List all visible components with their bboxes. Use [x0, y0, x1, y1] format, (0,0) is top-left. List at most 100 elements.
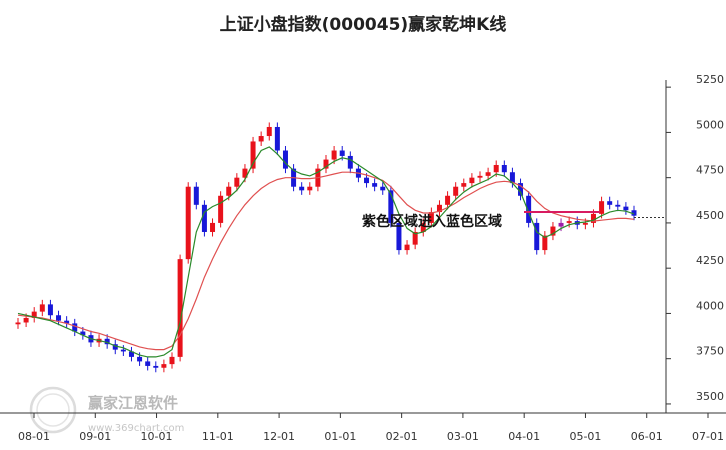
annotation: 紫色区域进入蓝色区域	[362, 211, 666, 230]
candle-body	[112, 344, 118, 350]
candle-body	[80, 331, 86, 336]
candle-body	[445, 195, 451, 205]
candle-body	[412, 231, 418, 245]
candle-body	[218, 195, 224, 223]
candle-body	[161, 364, 167, 368]
x-tick-label: 03-01	[447, 430, 479, 443]
green-line	[17, 146, 635, 358]
candle-body	[258, 136, 264, 142]
candle-body	[566, 221, 572, 223]
x-tick-label: 01-01	[324, 430, 356, 443]
candle-body	[31, 311, 37, 318]
candle-body	[210, 222, 216, 232]
candle-body	[274, 126, 280, 151]
candle-body	[56, 315, 62, 321]
candle-body	[299, 186, 305, 191]
red-line	[17, 171, 635, 351]
x-axis: 08-01 09-01 10-01 11-01 12-01 01-01 02-01 03-01…	[0, 412, 726, 443]
candle-body	[234, 177, 240, 187]
candle-body	[72, 323, 78, 332]
candle-body	[266, 126, 272, 137]
indicator-lines	[17, 146, 635, 358]
candle-body	[128, 351, 134, 357]
y-tick-label: 5250	[696, 73, 724, 86]
candle-body	[461, 183, 467, 187]
candle-body	[558, 222, 564, 227]
candle-body	[323, 159, 329, 169]
candle-body	[169, 356, 175, 365]
candle-body	[615, 204, 621, 207]
y-tick-label: 5000	[696, 118, 724, 131]
y-tick-label: 3500	[696, 390, 724, 403]
candle-body	[436, 204, 442, 213]
candle-body	[493, 164, 499, 173]
candle-body	[250, 141, 256, 169]
candle-body	[534, 222, 540, 251]
x-tick-label: 08-01	[18, 430, 50, 443]
candle-body	[104, 338, 110, 345]
candle-body	[47, 304, 53, 316]
y-tick-label: 4750	[696, 164, 724, 177]
candle-body	[64, 320, 70, 324]
candle-body	[347, 155, 353, 169]
y-tick-label: 4000	[696, 299, 724, 312]
x-tick-label: 04-01	[508, 430, 540, 443]
candle-body	[177, 259, 183, 357]
x-tick-label: 12-01	[263, 430, 295, 443]
x-tick-label: 02-01	[386, 430, 418, 443]
candle-body	[39, 304, 45, 312]
candle-body	[193, 186, 199, 205]
candle-body	[372, 183, 378, 187]
y-tick-label: 4250	[696, 254, 724, 267]
candle-body	[226, 186, 232, 196]
candle-body	[137, 356, 143, 362]
candle-body	[388, 190, 394, 223]
candles	[15, 122, 637, 373]
candle-body	[453, 186, 459, 196]
x-tick-label: 11-01	[202, 430, 234, 443]
candle-body	[428, 212, 434, 223]
candle-body	[582, 222, 588, 225]
candle-body	[380, 186, 386, 191]
x-tick-label: 10-01	[141, 430, 173, 443]
candle-body	[15, 322, 21, 325]
candle-body	[518, 183, 524, 196]
candle-body	[331, 150, 337, 160]
y-tick-label: 4500	[696, 209, 724, 222]
y-tick-label: 3750	[696, 345, 724, 358]
candle-body	[307, 186, 313, 191]
candle-body	[631, 210, 637, 216]
candle-body	[23, 317, 29, 323]
candle-body	[282, 150, 288, 169]
watermark-url: www.369chart.com	[88, 423, 184, 434]
y-axis: 3500 3750 4000 4250 4500 4750 5000 5250	[665, 73, 724, 413]
candle-body	[590, 213, 596, 223]
candle-body	[242, 168, 248, 178]
candle-body	[607, 201, 613, 205]
candle-body	[526, 195, 532, 223]
candle-body	[420, 222, 426, 232]
candle-body	[623, 206, 629, 211]
candle-body	[120, 349, 126, 352]
x-tick-label: 05-01	[569, 430, 601, 443]
candle-body	[485, 172, 491, 176]
candle-body	[364, 177, 370, 184]
candle-body	[396, 222, 402, 251]
x-tick-label: 07-01	[692, 430, 724, 443]
candle-body	[201, 204, 207, 232]
x-tick-label: 06-01	[631, 430, 663, 443]
x-tick-label: 09-01	[79, 430, 111, 443]
candle-body	[542, 235, 548, 251]
candle-body	[469, 177, 475, 184]
candle-body	[550, 226, 556, 236]
watermark-seal	[29, 386, 77, 434]
chart-title: 上证小盘指数(000045)赢家乾坤K线	[219, 15, 507, 35]
candle-body	[509, 172, 515, 184]
watermark: 赢家江恩软件 www.369chart.com	[29, 386, 184, 434]
candle-body	[145, 361, 151, 366]
candle-body	[185, 186, 191, 260]
watermark-brand: 赢家江恩软件	[88, 394, 178, 412]
candle-body	[477, 175, 483, 178]
candle-body	[404, 244, 410, 251]
